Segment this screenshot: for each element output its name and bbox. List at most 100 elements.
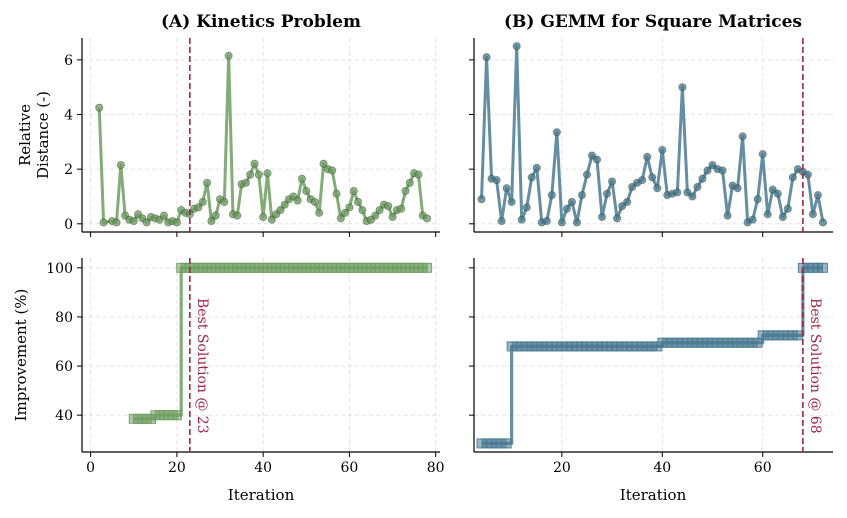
data-point (592, 155, 602, 164)
data-point (522, 203, 531, 212)
data-point (315, 208, 324, 217)
data-point (658, 145, 667, 155)
x-tick-label: 60 (341, 460, 359, 476)
data-point (517, 215, 526, 224)
data-point (501, 438, 512, 449)
data-point (332, 189, 341, 198)
xlabel-panel-a: Iteration (228, 486, 295, 504)
data-point (388, 212, 397, 222)
data-point (280, 200, 289, 209)
data-point (112, 218, 121, 227)
data-point (250, 159, 259, 168)
data-point (773, 189, 782, 198)
data-point (116, 160, 125, 170)
data-point (552, 128, 561, 137)
data-point (492, 175, 501, 185)
data-point (788, 173, 797, 182)
data-point (562, 204, 571, 213)
data-point (698, 174, 707, 183)
data-point (276, 206, 285, 215)
data-point (557, 218, 566, 227)
data-point (353, 197, 363, 207)
data-point (718, 166, 727, 175)
data-point (263, 169, 272, 178)
x-tick-label: 40 (254, 460, 272, 476)
data-point (547, 191, 556, 200)
data-point (678, 83, 687, 92)
data-point (733, 184, 742, 193)
y-tick-label: 2 (64, 162, 73, 178)
data-point (477, 195, 486, 204)
data-point (341, 208, 350, 217)
data-point (778, 212, 787, 222)
data-point (817, 262, 828, 273)
data-point (587, 151, 597, 160)
data-point (159, 211, 169, 220)
data-point (99, 218, 108, 227)
data-point (577, 191, 587, 200)
y-tick-label: 100 (46, 261, 73, 277)
data-point (512, 42, 521, 51)
data-point (497, 216, 506, 226)
x-tick-label: 60 (754, 460, 772, 476)
title-panel-a: (A) Kinetics Problem (161, 12, 361, 32)
data-point (246, 170, 255, 179)
data-point (328, 166, 337, 175)
data-point (758, 150, 767, 159)
data-point (422, 214, 432, 223)
data-point (532, 163, 541, 172)
data-point (384, 201, 393, 211)
data-point (371, 211, 380, 220)
data-point (748, 215, 757, 224)
data-point (618, 201, 627, 211)
data-point (293, 196, 302, 205)
data-point (808, 210, 818, 219)
data-point (507, 197, 516, 207)
data-point (648, 173, 657, 182)
data-point (194, 203, 203, 212)
x-tick-label: 20 (168, 460, 186, 476)
panel-A_top: 0 2 4 6 (64, 38, 440, 237)
data-point (220, 197, 229, 207)
data-point (171, 410, 182, 421)
data-point (241, 178, 251, 187)
data-point (422, 262, 433, 273)
data-point (482, 53, 491, 62)
panel-B_bottom: 20 40 60 Best Solution @ 68 (469, 258, 833, 476)
data-point (792, 330, 803, 341)
data-point (397, 204, 406, 213)
data-point (319, 159, 328, 168)
data-point (211, 211, 220, 220)
data-point (753, 195, 762, 204)
data-point (628, 182, 637, 192)
data-point (375, 206, 384, 215)
ylabel-top-line1: Relative (16, 104, 34, 166)
data-point (198, 197, 207, 207)
data-point (527, 173, 536, 182)
data-point (336, 214, 345, 223)
data-point (582, 170, 592, 179)
data-point (259, 212, 268, 222)
data-point (623, 197, 632, 207)
data-point (738, 132, 747, 141)
data-point (653, 184, 662, 193)
data-point (405, 178, 414, 187)
best-solution-label: Best Solution @ 23 (194, 298, 210, 434)
data-point (688, 192, 697, 201)
data-point (612, 214, 622, 223)
data-point (207, 216, 216, 226)
data-point (142, 218, 151, 227)
data-point (607, 177, 617, 186)
data-point (638, 175, 647, 185)
data-point (597, 212, 607, 222)
best-solution-label: Best Solution @ 68 (807, 298, 823, 434)
y-tick-label: 6 (64, 53, 73, 69)
data-point (723, 211, 732, 220)
data-point (683, 188, 692, 197)
data-point (302, 186, 311, 196)
x-tick-label: 0 (86, 460, 95, 476)
data-point (813, 191, 823, 200)
data-point (708, 160, 717, 170)
title-panel-b: (B) GEMM for Square Matrices (504, 12, 802, 32)
